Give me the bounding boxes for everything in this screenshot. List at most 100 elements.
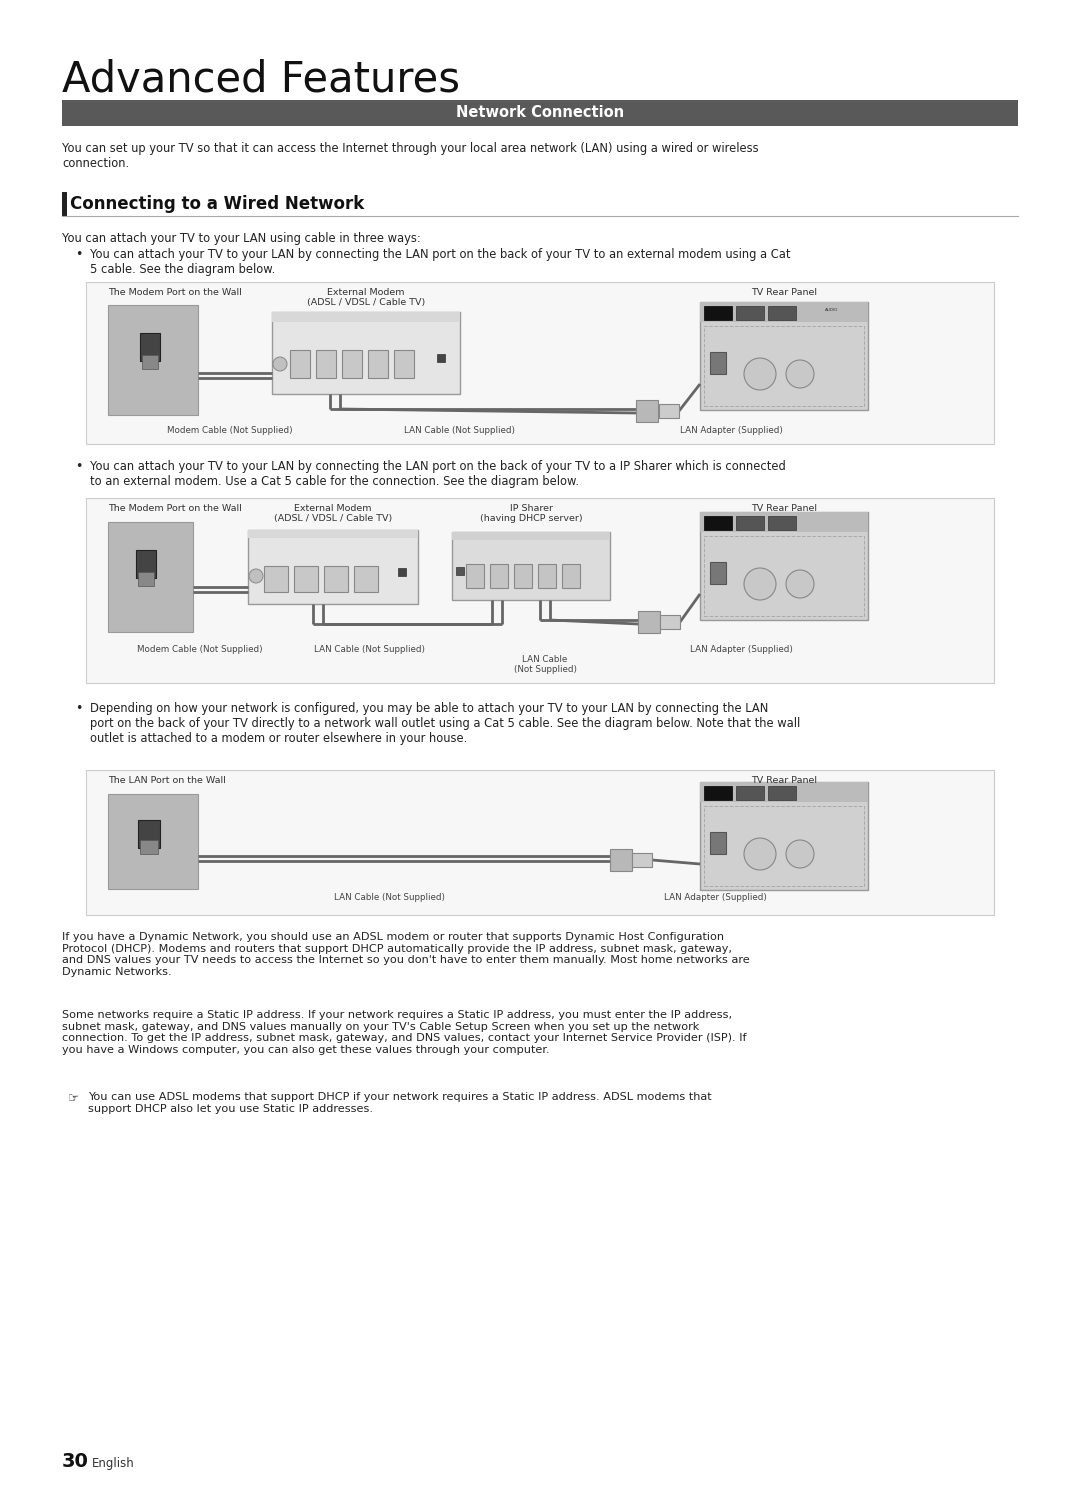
Text: (ADSL / VDSL / Cable TV): (ADSL / VDSL / Cable TV) — [274, 514, 392, 523]
Bar — [710, 832, 726, 855]
Text: Advanced Features: Advanced Features — [62, 58, 460, 100]
Bar — [140, 333, 160, 362]
Bar — [710, 353, 726, 374]
Text: The Modem Port on the Wall: The Modem Port on the Wall — [108, 503, 242, 512]
Circle shape — [786, 571, 814, 598]
Text: TV Rear Panel: TV Rear Panel — [751, 775, 816, 784]
Text: (having DHCP server): (having DHCP server) — [480, 514, 582, 523]
Bar — [562, 565, 580, 589]
Bar — [316, 350, 336, 378]
Bar — [437, 354, 445, 362]
Bar — [704, 326, 864, 406]
Bar — [700, 512, 868, 620]
Text: LAN Cable (Not Supplied): LAN Cable (Not Supplied) — [335, 893, 446, 902]
Circle shape — [273, 357, 287, 371]
Text: Connecting to a Wired Network: Connecting to a Wired Network — [70, 196, 364, 214]
Circle shape — [744, 359, 777, 390]
Bar — [490, 565, 508, 589]
Bar — [704, 515, 732, 530]
Text: If you have a Dynamic Network, you should use an ADSL modem or router that suppo: If you have a Dynamic Network, you shoul… — [62, 932, 750, 977]
Text: LAN: LAN — [713, 790, 724, 795]
Bar — [136, 550, 156, 578]
Bar — [704, 786, 732, 799]
Text: •: • — [75, 702, 82, 716]
Bar — [700, 781, 868, 802]
Text: (ADSL / VDSL / Cable TV): (ADSL / VDSL / Cable TV) — [307, 297, 426, 306]
Text: You can attach your TV to your LAN using cable in three ways:: You can attach your TV to your LAN using… — [62, 232, 421, 245]
Bar — [610, 849, 632, 871]
Bar — [638, 611, 660, 633]
Circle shape — [249, 569, 264, 583]
Text: 30: 30 — [62, 1452, 89, 1472]
Bar — [62, 193, 67, 217]
Text: You can use ADSL modems that support DHCP if your network requires a Static IP a: You can use ADSL modems that support DHC… — [87, 1092, 712, 1113]
Bar — [465, 565, 484, 589]
Bar — [248, 530, 418, 538]
Text: LAN Cable
(Not Supplied): LAN Cable (Not Supplied) — [513, 654, 577, 674]
Bar — [294, 566, 318, 592]
Bar — [324, 566, 348, 592]
Text: LAN: LAN — [713, 311, 724, 315]
Text: ANT IN: ANT IN — [774, 311, 789, 315]
Text: Some networks require a Static IP address. If your network requires a Static IP : Some networks require a Static IP addres… — [62, 1010, 746, 1055]
Circle shape — [744, 838, 777, 870]
Text: You can attach your TV to your LAN by connecting the LAN port on the back of you: You can attach your TV to your LAN by co… — [90, 248, 791, 276]
Bar — [768, 515, 796, 530]
Bar — [342, 350, 362, 378]
Bar — [272, 312, 460, 394]
Bar — [86, 498, 994, 683]
Text: LAN Adapter (Supplied): LAN Adapter (Supplied) — [664, 893, 767, 902]
Text: External Modem: External Modem — [294, 503, 372, 512]
Bar — [538, 565, 556, 589]
Bar — [272, 312, 460, 323]
Bar — [768, 306, 796, 320]
Bar — [700, 512, 868, 532]
Bar — [140, 840, 158, 855]
Circle shape — [744, 568, 777, 601]
Bar — [735, 515, 764, 530]
Bar — [700, 302, 868, 323]
Bar — [453, 532, 610, 539]
Text: ☞: ☞ — [68, 1092, 79, 1106]
Bar — [704, 805, 864, 886]
Circle shape — [786, 360, 814, 388]
Bar — [659, 403, 679, 418]
Text: TV Rear Panel: TV Rear Panel — [751, 503, 816, 512]
Text: LAN Cable (Not Supplied): LAN Cable (Not Supplied) — [405, 426, 515, 435]
Bar — [456, 568, 464, 575]
Text: ANT IN: ANT IN — [774, 521, 789, 524]
Text: The LAN Port on the Wall: The LAN Port on the Wall — [108, 775, 226, 784]
Text: •: • — [75, 460, 82, 474]
Bar — [108, 305, 198, 415]
Text: English: English — [92, 1457, 135, 1470]
Text: You can set up your TV so that it can access the Internet through your local are: You can set up your TV so that it can ac… — [62, 142, 758, 170]
Text: The Modem Port on the Wall: The Modem Port on the Wall — [108, 288, 242, 297]
Text: LAN: LAN — [713, 520, 724, 526]
Text: You can attach your TV to your LAN by connecting the LAN port on the back of you: You can attach your TV to your LAN by co… — [90, 460, 786, 489]
Text: LAN Cable (Not Supplied): LAN Cable (Not Supplied) — [314, 645, 426, 654]
Bar — [399, 568, 406, 577]
Text: EX-LINK: EX-LINK — [742, 521, 758, 524]
Bar — [248, 530, 418, 604]
Bar — [354, 566, 378, 592]
Text: Modem Cable (Not Supplied): Modem Cable (Not Supplied) — [137, 645, 262, 654]
Text: External Modem: External Modem — [327, 288, 405, 297]
Bar — [700, 781, 868, 890]
Bar — [108, 521, 193, 632]
Text: EX-LINK: EX-LINK — [742, 311, 758, 315]
Bar — [86, 282, 994, 444]
Text: Network Connection: Network Connection — [456, 105, 624, 120]
Bar — [710, 562, 726, 584]
Bar — [138, 820, 160, 849]
Text: ANT IN: ANT IN — [774, 790, 789, 795]
Circle shape — [786, 840, 814, 868]
Bar — [704, 536, 864, 616]
Bar — [368, 350, 388, 378]
Bar — [660, 616, 680, 629]
Bar — [735, 306, 764, 320]
Text: Depending on how your network is configured, you may be able to attach your TV t: Depending on how your network is configu… — [90, 702, 800, 746]
Text: IP Sharer: IP Sharer — [510, 503, 553, 512]
Bar — [514, 565, 532, 589]
Bar — [138, 572, 154, 586]
Bar — [141, 356, 158, 369]
